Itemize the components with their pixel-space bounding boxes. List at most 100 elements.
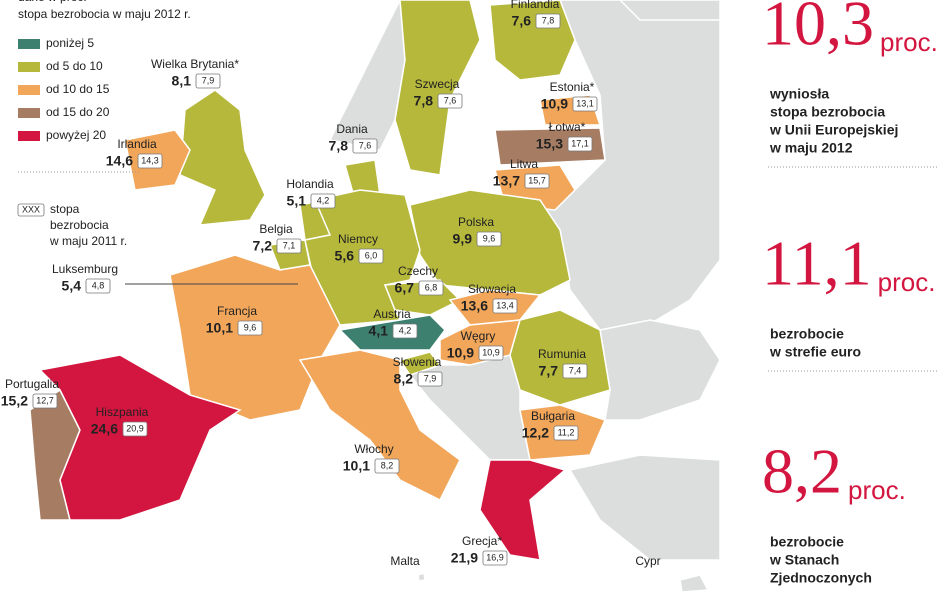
value-2012: 13,7 [493,173,520,189]
value-2012: 7,7 [539,363,559,379]
country-region [679,574,710,593]
value-2011-box [524,173,550,189]
panel-value: 8,2 [762,436,842,507]
note-box-text: XXX [22,204,40,214]
value-2011: 7,9 [202,75,215,85]
country-name: Niemcy [338,232,378,246]
country-region [479,459,567,561]
value-2012: 15,3 [536,136,563,152]
panel-unit: proc. [880,27,938,57]
value-2011-box [392,323,418,339]
country-name: Bułgaria [531,409,575,423]
country-name: Włochy [354,442,393,456]
legend-label: poniżej 5 [46,36,94,50]
value-2011-box [572,96,598,112]
country-name: Łotwa* [549,120,586,134]
country-name: Luksemburg [52,262,118,276]
land [568,454,721,561]
value-2011-box [437,93,463,109]
country-region [38,354,242,521]
value-2011-box [195,73,221,89]
land [599,319,721,421]
legend-label: powyżej 20 [46,128,106,142]
note-text: bezrobocia [50,218,109,232]
value-2011: 15,7 [528,175,546,185]
panel-line: Zjednoczonych [770,570,872,586]
value-2011: 7,1 [283,240,296,250]
country-name: Portugalia [5,377,59,391]
value-2011: 9,6 [483,233,496,243]
value-2012: 10,9 [447,345,474,361]
country-region [179,89,266,226]
panel-line: w strefie euro [769,344,861,360]
value-2012: 4,1 [369,323,389,339]
background-land [328,0,721,561]
value-2011-box [535,13,561,29]
value-2012: 10,1 [343,458,370,474]
value-2012: 9,9 [453,231,473,247]
value-2011-box [562,363,588,379]
country-name: Litwa [510,157,538,171]
value-2011: 7,9 [424,373,437,383]
value-2012: 14,6 [106,153,133,169]
value-2011: 13,4 [496,300,514,310]
country-name: Rumunia [538,347,586,361]
value-2011: 4,2 [317,195,330,205]
country-name: Szwecja [415,77,460,91]
value-2011-box [358,248,384,264]
value-2012: 5,1 [287,193,307,209]
legend: dane w proc. stopa bezrobocia w maju 2012… [17,0,191,248]
value-2011-box [418,280,444,296]
panel-line: w maju 2012 [769,140,853,156]
value-2012: 12,2 [522,425,549,441]
panel-unit: proc. [848,475,906,505]
country-name: Słowacja [468,282,516,296]
value-2012: 7,6 [512,13,532,29]
country-name: Belgia [259,222,293,236]
value-2011: 20,9 [126,423,144,433]
note-text: w maju 2011 r. [49,234,127,248]
country-name: Finlandia [511,0,560,11]
legend-swatch [18,62,40,72]
panel-value: 10,3 [762,0,874,59]
country-name: Czechy [398,264,438,278]
country-region [489,0,576,81]
country-region [298,349,461,502]
note-text: stopa [50,202,80,216]
value-2011: 17,1 [571,138,589,148]
value-2011-box [237,320,263,336]
country-name: Grecja* [462,534,502,548]
value-2011-box [122,421,148,437]
value-2011-box [482,550,508,566]
country-labels: Finlandia 7,6 7,8 Wielka Brytania* 8,1 7,9 Szw… [1,0,661,568]
value-2011-box [352,138,378,154]
country-name: Estonia* [550,80,595,94]
value-2011: 4,8 [92,280,105,290]
value-2012: 21,9 [451,550,478,566]
value-2011: 13,1 [576,98,594,108]
country-name: Dania [336,122,368,136]
value-2011-box [567,136,593,152]
panel-unit: proc. [878,267,936,297]
legend-swatch [18,85,40,95]
value-2011-box [417,371,443,387]
value-2011-box [137,153,163,169]
country-name: Cypr [635,554,660,568]
value-2011: 16,9 [486,552,504,562]
value-2011: 10,9 [482,347,500,357]
value-2011: 12,7 [36,395,54,405]
value-2012: 8,2 [394,371,414,387]
country-name: Hiszpania [96,405,149,419]
panel-line: bezrobocie [770,534,844,550]
value-2012: 6,7 [395,280,415,296]
value-2011: 11,2 [558,427,575,437]
legend-label: od 15 do 20 [46,105,110,119]
country-name: Malta [390,554,420,568]
value-2011: 7,6 [444,95,457,105]
legend-title: stopa bezrobocia w maju 2012 r. [18,7,191,21]
legend-swatch [18,39,40,49]
value-2011-box [492,298,518,314]
value-2011: 6,8 [425,282,438,292]
